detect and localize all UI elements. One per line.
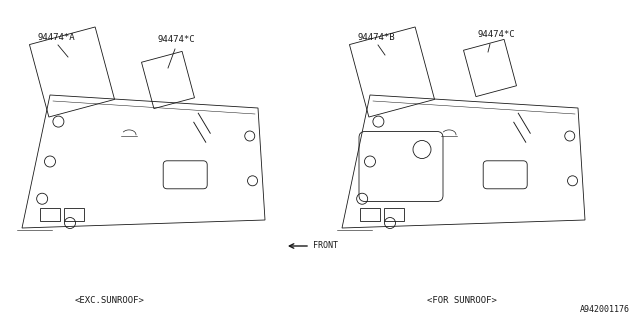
Bar xyxy=(40,208,60,221)
Bar xyxy=(64,208,84,221)
Text: <FOR SUNROOF>: <FOR SUNROOF> xyxy=(427,296,497,305)
Bar xyxy=(360,208,380,221)
Text: A942001176: A942001176 xyxy=(580,305,630,314)
Text: 94474*C: 94474*C xyxy=(158,35,196,44)
Bar xyxy=(384,208,404,221)
Text: <EXC.SUNROOF>: <EXC.SUNROOF> xyxy=(75,296,145,305)
Text: 94474*B: 94474*B xyxy=(358,33,396,42)
Text: 94474*A: 94474*A xyxy=(38,33,76,42)
Text: FRONT: FRONT xyxy=(313,242,338,251)
Text: 94474*C: 94474*C xyxy=(478,30,516,39)
